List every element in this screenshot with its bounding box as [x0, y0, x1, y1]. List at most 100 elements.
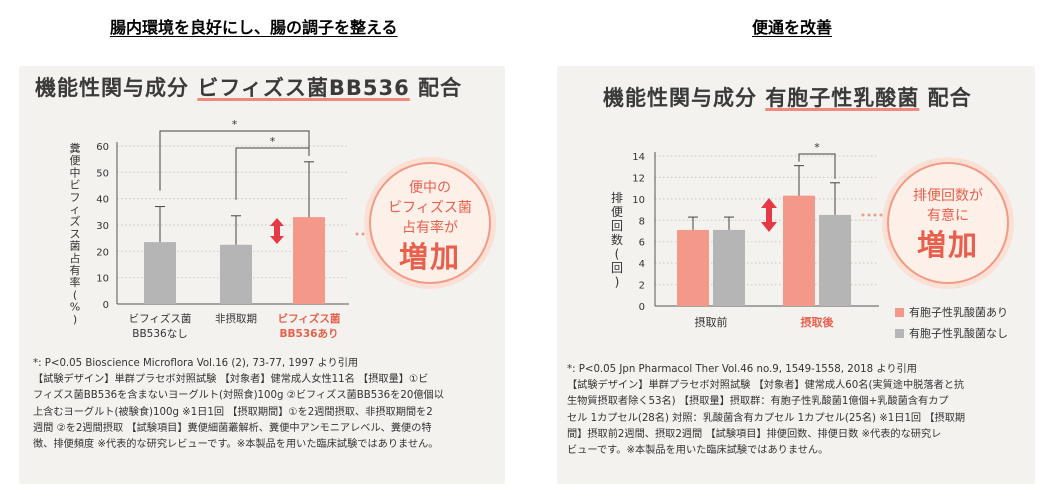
x-tick-label: BB536なし — [132, 328, 187, 340]
footnote-line: 間】摂取前2週間、摂取2週間 【試験項目】排便回数、排便日数 ※代表的な研究レ — [567, 428, 942, 440]
footnote-line: 生物質摂取者除く53名) 【摂取量】摂取群：有胞子性乳酸菌1億個+乳酸菌含有カプ — [567, 396, 949, 408]
legend-swatch — [895, 328, 904, 338]
left-result-bubble: 便中の ビフィズス菌 占有率が 増加 — [369, 162, 491, 284]
legend-item: 有胞子性乳酸菌なし — [895, 325, 1008, 341]
x-tick-label: 摂取後 — [801, 315, 835, 329]
bar — [293, 217, 325, 304]
significance-bracket — [235, 147, 310, 200]
y-axis-label: 菌 — [70, 240, 81, 253]
connector-dot — [873, 213, 877, 217]
bubble-big-text: 増加 — [398, 240, 461, 274]
y-axis-label: 中 — [70, 166, 81, 179]
y-tick-label: 2 — [639, 281, 645, 292]
connector-dot — [879, 213, 883, 217]
y-axis-label: ( — [73, 288, 77, 301]
y-axis-label: ) — [73, 313, 77, 326]
bubble-line: ビフィズス菌 — [388, 200, 472, 216]
bubble-line: 占有率が — [402, 220, 458, 236]
y-axis-label: 率 — [70, 275, 81, 289]
y-axis-label: 便 — [611, 205, 623, 219]
y-axis-label: ズ — [70, 214, 81, 228]
increase-arrow — [270, 218, 284, 244]
legend-label: 有胞子性乳酸菌あり — [909, 306, 1008, 319]
significance-marker: * — [232, 118, 238, 131]
left-footnotes: *: P<0.05 Bioscience Microflora Vol.16 (… — [33, 356, 444, 453]
right-panel: 機能性関与成分 有胞子性乳酸菌 配合 0 2 4 6 8 10 12 14 排便回数(回) 摂取前… — [557, 66, 1035, 484]
y-axis-label: 糞 — [70, 141, 81, 155]
y-tick-label: 10 — [96, 274, 109, 285]
y-tick-label: 20 — [96, 247, 109, 258]
y-axis-label: 数 — [611, 232, 623, 247]
y-tick-label: 10 — [632, 195, 645, 206]
significance-marker: * — [270, 135, 276, 148]
y-tick-label: 6 — [639, 238, 645, 249]
left-title-suffix: 配合 — [409, 76, 463, 100]
left-heading: 腸内環境を良好にし、腸の調子を整える — [110, 18, 398, 37]
y-tick-label: 30 — [96, 221, 109, 232]
y-axis-label: ビ — [70, 179, 81, 192]
bar — [783, 195, 815, 306]
footnote-line: フィズス菌BB536を含まないヨーグルト(対照食)100g ②ビフィズス菌BB5… — [33, 390, 444, 402]
y-axis-label: ( — [615, 247, 620, 261]
bar — [819, 214, 851, 306]
legend-item: 有胞子性乳酸菌あり — [895, 304, 1008, 320]
connector-dot — [867, 213, 871, 217]
y-axis-label: 回 — [611, 261, 623, 275]
right-heading: 便通を改善 — [752, 18, 833, 37]
y-axis-label: フ — [70, 191, 81, 204]
y-axis-label: 回 — [611, 219, 623, 233]
y-tick-label: 50 — [96, 168, 109, 179]
footnote-line: 週間 ②を2週間摂取 【試験項目】糞便細菌叢解析、糞便中アンモニアレベル、糞便の… — [33, 422, 432, 434]
right-footnotes: *: P<0.05 Jpn Pharmacol Ther Vol.46 no.9… — [567, 362, 965, 459]
connector-dot — [861, 213, 865, 217]
connector-dot — [355, 232, 359, 236]
left-panel-title: 機能性関与成分 ビフィズス菌BB536 配合 — [35, 72, 462, 102]
y-tick-label: 8 — [639, 216, 645, 227]
footnote-line: *: P<0.05 Jpn Pharmacol Ther Vol.46 no.9… — [567, 364, 917, 375]
right-title-prefix: 機能性関与成分 — [603, 86, 766, 110]
footnote-line: 徴、排便頻度 ※代表的な研究レビューです。※本製品を用いた臨床試験ではありません… — [33, 439, 439, 451]
y-axis-label: 排 — [611, 191, 623, 205]
bubble-big-text: 増加 — [916, 228, 979, 262]
y-axis-label: 占 — [70, 251, 81, 265]
y-tick-label: 14 — [632, 152, 645, 163]
bar — [713, 229, 745, 306]
y-axis-label: 有 — [70, 263, 81, 277]
y-axis-label: ス — [70, 227, 81, 240]
footnote-line: 上含むヨーグルト(被験食)100g ※1日1回 【摂取期間】①を2週間摂取、非摂… — [33, 406, 433, 418]
x-tick-label: ビフィズス菌 — [278, 312, 341, 325]
significance-marker: * — [814, 141, 820, 154]
right-panel-title: 機能性関与成分 有胞子性乳酸菌 配合 — [603, 82, 972, 112]
bar — [144, 242, 176, 304]
footnote-line: セル 1カプセル(28名) 対照：乳酸菌含有カプセル 1カプセル(25名) ※1… — [567, 412, 966, 424]
y-axis-label: ィ — [70, 203, 81, 216]
footnote-line: ビューです。※本製品を用いた臨床試験ではありません。 — [567, 445, 829, 457]
right-legend: 有胞子性乳酸菌あり 有胞子性乳酸菌なし — [895, 304, 1008, 346]
y-axis-label: ) — [615, 275, 620, 289]
significance-bracket — [159, 130, 310, 191]
right-title-suffix: 配合 — [919, 86, 972, 110]
bubble-line: 有意に — [927, 208, 969, 224]
y-axis-label: % — [70, 301, 80, 314]
significance-bracket — [798, 153, 836, 179]
connector-dot — [361, 232, 365, 236]
right-result-bubble: 排便回数が 有意に 増加 — [887, 162, 1009, 284]
footnote-line: 【試験デザイン】単群プラセボ対照試験 【対象者】健常成人60名(実質途中脱落者と… — [567, 380, 965, 392]
bar — [677, 229, 709, 306]
increase-arrow — [761, 198, 777, 232]
y-tick-label: 0 — [103, 300, 109, 311]
y-tick-label: 4 — [639, 259, 645, 270]
x-tick-label: 摂取前 — [695, 315, 728, 329]
bar — [220, 244, 252, 304]
x-tick-label: 非摂取期 — [215, 312, 257, 325]
bubble-line: 排便回数が — [913, 188, 983, 204]
legend-label: 有胞子性乳酸菌なし — [909, 327, 1008, 340]
x-tick-label: ビフィズス菌 — [129, 312, 192, 325]
bubble-line: 便中の — [409, 180, 451, 196]
x-tick-label: BB536あり — [280, 327, 339, 340]
left-title-prefix: 機能性関与成分 — [35, 76, 198, 100]
left-title-emphasis: ビフィズス菌BB536 — [197, 76, 410, 100]
footnote-line: *: P<0.05 Bioscience Microflora Vol.16 (… — [33, 358, 359, 369]
